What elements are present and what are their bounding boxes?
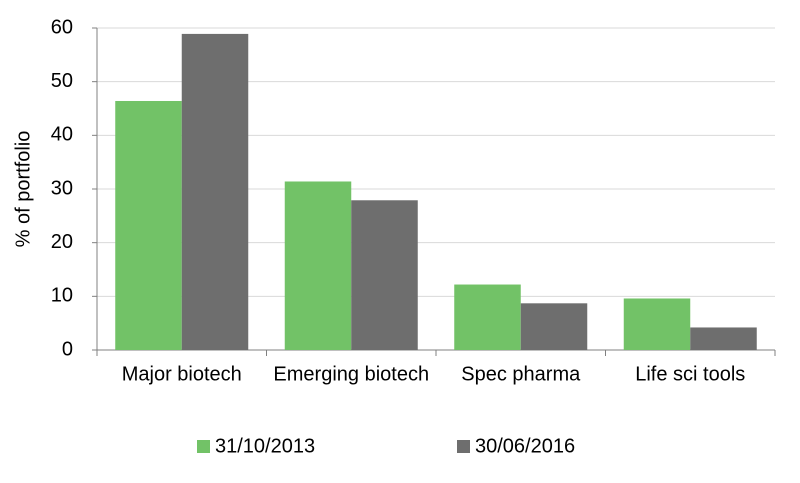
legend-swatch — [457, 440, 470, 453]
y-tick-label: 10 — [51, 285, 73, 307]
x-tick-label: Major biotech — [122, 363, 242, 385]
bar — [181, 33, 249, 351]
x-tick-label: Emerging biotech — [273, 363, 429, 385]
y-tick-label: 60 — [51, 16, 73, 38]
y-tick-label: 20 — [51, 231, 73, 253]
legend-swatch — [197, 440, 210, 453]
y-axis-label: % of portfolio — [12, 131, 34, 248]
bar — [690, 327, 757, 350]
x-tick-label: Spec pharma — [461, 363, 581, 385]
bar — [115, 100, 182, 350]
bar — [284, 181, 352, 350]
legend-label: 30/06/2016 — [475, 435, 575, 457]
bar — [351, 200, 418, 350]
bar — [623, 298, 691, 350]
x-tick-label: Life sci tools — [635, 363, 745, 385]
bar — [520, 303, 588, 350]
y-tick-label: 50 — [51, 70, 73, 92]
y-tick-label: 0 — [62, 338, 73, 360]
y-tick-label: 40 — [51, 124, 73, 146]
y-tick-label: 30 — [51, 177, 73, 199]
legend-label: 31/10/2013 — [215, 435, 315, 457]
bar — [454, 284, 521, 350]
